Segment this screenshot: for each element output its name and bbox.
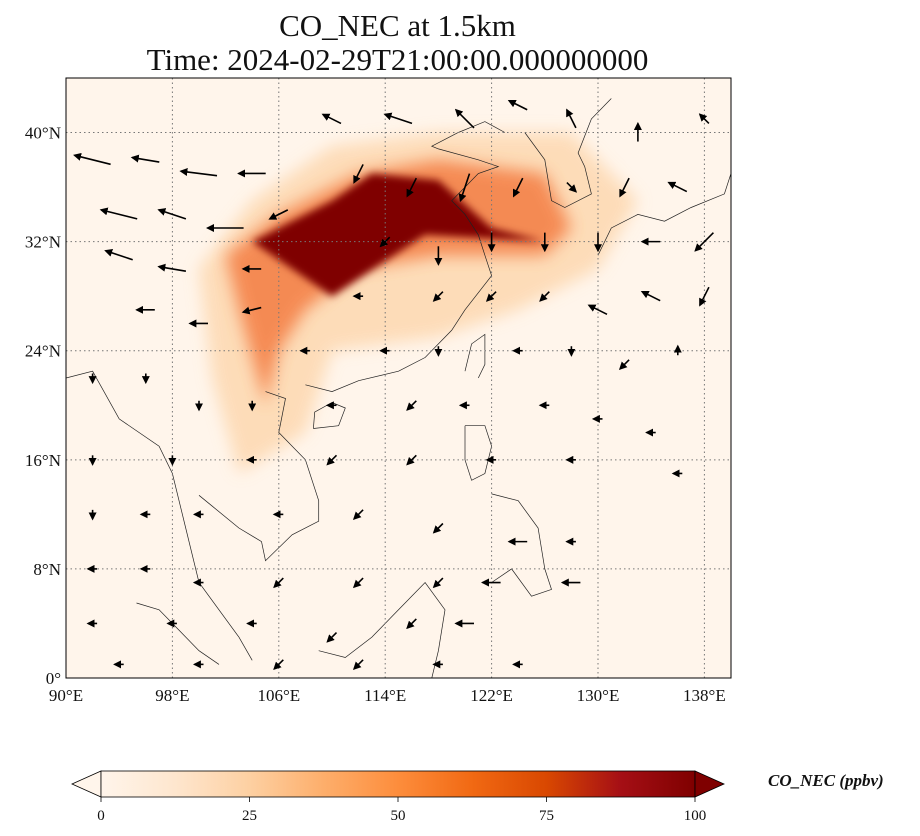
lon-tick-label: 130°E xyxy=(577,686,620,705)
wind-arrow xyxy=(454,108,475,129)
coastline-segment xyxy=(313,402,346,429)
lat-ticks: 0° 8°N 16°N 24°N 32°N 40°N xyxy=(25,124,61,688)
coastline-segment xyxy=(305,121,506,392)
wind-arrow xyxy=(698,113,710,124)
wind-arrow xyxy=(566,182,578,193)
wind-arrow xyxy=(379,236,391,248)
wind-arrow xyxy=(618,359,630,370)
coastline-segment xyxy=(198,391,320,562)
colorbar-ticks: 0 25 50 75 100 xyxy=(97,797,706,824)
map-frame xyxy=(65,77,732,679)
colorbar-body xyxy=(100,770,696,798)
coastline-segment xyxy=(66,370,253,661)
wind-vectors xyxy=(73,100,714,670)
colorbar-tick-label: 50 xyxy=(391,808,406,824)
coastline-segment xyxy=(464,425,492,481)
coastline-segment xyxy=(491,493,552,597)
wind-arrow xyxy=(352,509,364,520)
wind-arrow xyxy=(640,290,661,302)
wind-arrow xyxy=(383,112,413,125)
wind-arrow xyxy=(406,454,417,466)
wind-arrow xyxy=(566,108,577,129)
lat-tick-label: 24°N xyxy=(25,342,61,361)
wind-arrow xyxy=(104,249,133,261)
wind-arrow xyxy=(179,168,218,177)
lat-tick-label: 8°N xyxy=(33,560,61,579)
wind-arrow xyxy=(485,291,497,302)
wind-arrow xyxy=(326,454,338,466)
wind-arrow xyxy=(432,291,444,302)
colorbar: 0 25 50 75 100 xyxy=(71,770,725,824)
wind-arrow xyxy=(353,164,364,184)
wind-arrow xyxy=(241,306,262,315)
coastline-segment xyxy=(597,173,731,256)
colorbar-tick-label: 75 xyxy=(539,808,554,824)
wind-arrow xyxy=(352,577,364,589)
wind-arrow xyxy=(321,113,342,125)
lon-tick-label: 106°E xyxy=(257,686,300,705)
coastline-segment xyxy=(524,98,612,208)
colorbar-extend-low xyxy=(71,770,102,798)
wind-arrow xyxy=(99,207,138,220)
wind-arrow xyxy=(512,177,524,198)
wind-arrow xyxy=(587,304,608,316)
co-field-layer xyxy=(199,132,638,474)
lon-tick-label: 138°E xyxy=(683,686,726,705)
coastline-layer xyxy=(66,98,731,678)
coastline-segment xyxy=(136,602,220,665)
colorbar-label: CO_NEC (ppbv) xyxy=(768,771,884,790)
gridlines xyxy=(66,78,731,678)
colorbar-tick-label: 0 xyxy=(97,808,105,824)
wind-arrow xyxy=(326,632,338,643)
co-plume-high xyxy=(252,173,545,297)
lat-tick-label: 16°N xyxy=(25,451,61,470)
wind-arrow xyxy=(694,232,714,252)
wind-arrow xyxy=(157,208,187,220)
map-title-line2: Time: 2024-02-29T21:00:00.000000000 xyxy=(146,42,649,77)
coastline-segment xyxy=(318,581,446,678)
wind-arrow xyxy=(406,400,417,411)
lon-tick-label: 98°E xyxy=(155,686,189,705)
lat-tick-label: 32°N xyxy=(25,233,61,252)
wind-arrow xyxy=(406,618,417,630)
lon-ticks: 90°E 98°E 106°E 114°E 122°E 130°E 138°E xyxy=(49,686,726,705)
colorbar-extend-high xyxy=(694,770,725,798)
wind-arrow xyxy=(432,522,444,534)
wind-arrow xyxy=(432,577,444,589)
map-title-line1: CO_NEC at 1.5km xyxy=(279,8,516,43)
wind-arrow xyxy=(268,209,289,220)
colorbar-tick-label: 100 xyxy=(684,808,707,824)
wind-arrow xyxy=(458,173,471,203)
wind-arrow xyxy=(157,263,187,272)
coastline-segment xyxy=(464,333,486,379)
wind-arrow xyxy=(352,659,364,670)
wind-arrow xyxy=(130,154,160,163)
wind-arrow xyxy=(406,177,418,198)
map-plot-area xyxy=(66,78,731,678)
lat-tick-label: 40°N xyxy=(25,124,61,143)
wind-arrow xyxy=(667,181,688,193)
colorbar-tick-label: 25 xyxy=(242,808,257,824)
wind-arrow xyxy=(73,152,111,166)
wind-arrow xyxy=(273,577,284,589)
lat-tick-label: 0° xyxy=(46,669,61,688)
wind-arrow xyxy=(273,659,284,670)
lon-tick-label: 90°E xyxy=(49,686,83,705)
lon-tick-label: 114°E xyxy=(364,686,406,705)
wind-arrow xyxy=(699,286,710,307)
wind-arrow xyxy=(507,100,528,111)
wind-arrow xyxy=(539,291,550,302)
lon-tick-label: 122°E xyxy=(470,686,513,705)
wind-arrow xyxy=(619,177,630,198)
